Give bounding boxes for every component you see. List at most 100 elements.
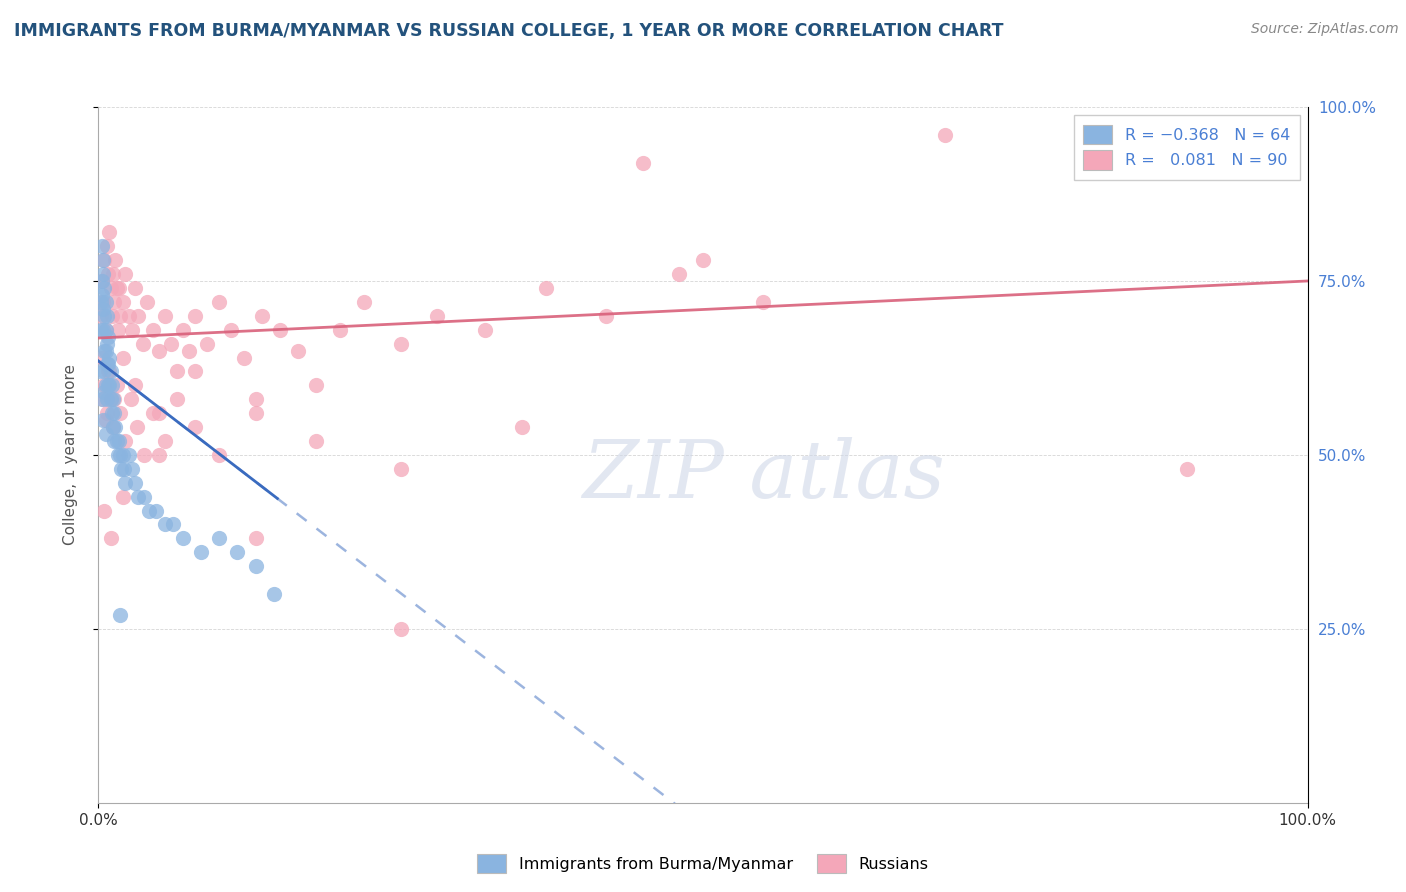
Point xyxy=(127,420,149,434)
Point xyxy=(94,427,117,442)
Point xyxy=(172,532,194,546)
Point xyxy=(100,392,122,407)
Point xyxy=(148,406,170,420)
Point xyxy=(94,323,117,337)
Point xyxy=(100,364,122,378)
Point xyxy=(93,281,115,295)
Y-axis label: College, 1 year or more: College, 1 year or more xyxy=(63,365,77,545)
Point xyxy=(124,281,146,295)
Point xyxy=(287,343,309,358)
Point xyxy=(108,309,131,323)
Point xyxy=(389,622,412,636)
Point xyxy=(96,239,118,253)
Point xyxy=(100,406,122,420)
Point xyxy=(232,351,254,365)
Legend: Immigrants from Burma/Myanmar, Russians: Immigrants from Burma/Myanmar, Russians xyxy=(471,847,935,880)
Point xyxy=(108,406,131,420)
Point xyxy=(91,288,114,302)
Point xyxy=(97,329,120,343)
Point xyxy=(91,267,114,281)
Point xyxy=(94,294,117,309)
Point xyxy=(166,364,188,378)
Point xyxy=(98,364,121,378)
Point xyxy=(97,378,120,392)
Point xyxy=(595,309,617,323)
Point xyxy=(179,343,201,358)
Point xyxy=(91,274,114,288)
Point xyxy=(245,392,267,407)
Point xyxy=(108,434,131,448)
Point xyxy=(94,378,117,392)
Point xyxy=(142,323,165,337)
Point xyxy=(389,462,412,476)
Point xyxy=(127,309,149,323)
Point xyxy=(135,294,157,309)
Point xyxy=(104,253,127,268)
Point xyxy=(110,462,132,476)
Point xyxy=(245,559,267,574)
Point xyxy=(91,301,114,316)
Point xyxy=(389,336,412,351)
Point xyxy=(114,434,136,448)
Point xyxy=(127,490,149,504)
Point xyxy=(160,336,183,351)
Point xyxy=(752,294,775,309)
Point xyxy=(100,532,122,546)
Point xyxy=(114,267,136,281)
Point xyxy=(96,406,118,420)
Point xyxy=(105,281,128,295)
Point xyxy=(101,267,124,281)
Point xyxy=(111,294,134,309)
Point xyxy=(103,392,125,407)
Point xyxy=(114,475,136,490)
Point xyxy=(103,434,125,448)
Point xyxy=(105,378,128,392)
Point xyxy=(124,378,146,392)
Point xyxy=(226,545,249,559)
Point xyxy=(107,448,129,462)
Point xyxy=(134,448,156,462)
Point xyxy=(93,343,115,358)
Point xyxy=(269,323,291,337)
Point xyxy=(89,364,111,378)
Point xyxy=(148,343,170,358)
Point xyxy=(138,503,160,517)
Point xyxy=(96,358,118,372)
Point xyxy=(97,364,120,378)
Point xyxy=(105,434,128,448)
Point xyxy=(208,532,231,546)
Point xyxy=(668,267,690,281)
Point xyxy=(93,378,115,392)
Legend: R = −0.368   N = 64, R =   0.081   N = 90: R = −0.368 N = 64, R = 0.081 N = 90 xyxy=(1074,115,1299,179)
Point xyxy=(100,392,122,407)
Point xyxy=(93,364,115,378)
Point xyxy=(124,475,146,490)
Point xyxy=(305,434,328,448)
Point xyxy=(121,323,143,337)
Point xyxy=(108,607,131,622)
Point xyxy=(90,323,112,337)
Point xyxy=(162,517,184,532)
Point xyxy=(103,406,125,420)
Point xyxy=(118,448,141,462)
Point xyxy=(142,406,165,420)
Point xyxy=(208,448,231,462)
Point xyxy=(96,309,118,323)
Point xyxy=(121,462,143,476)
Point xyxy=(96,336,118,351)
Point xyxy=(245,532,267,546)
Point xyxy=(93,309,115,323)
Point xyxy=(172,323,194,337)
Point xyxy=(166,392,188,407)
Point xyxy=(94,323,117,337)
Point xyxy=(100,309,122,323)
Point xyxy=(91,392,114,407)
Point xyxy=(132,336,155,351)
Point xyxy=(134,490,156,504)
Point xyxy=(93,253,115,268)
Point xyxy=(91,351,114,365)
Point xyxy=(250,309,273,323)
Point xyxy=(208,294,231,309)
Point xyxy=(107,323,129,337)
Point xyxy=(98,378,121,392)
